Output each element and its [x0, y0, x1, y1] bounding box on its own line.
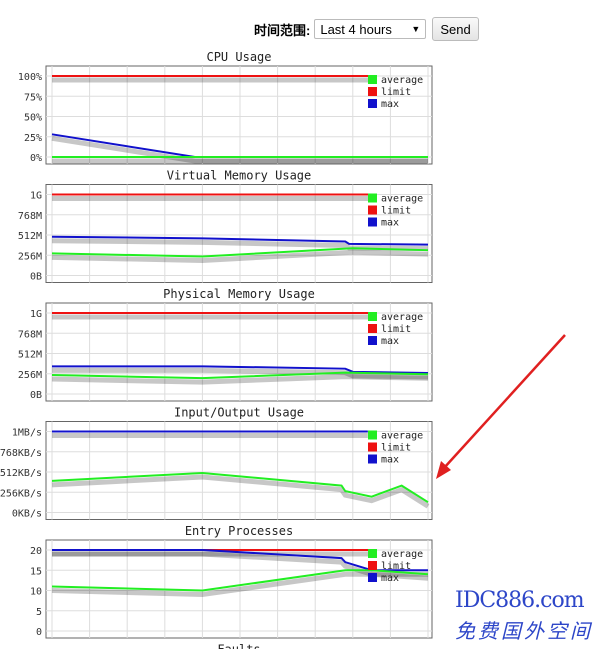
- legend-swatch-average: [368, 430, 377, 440]
- y-tick-label: 75%: [24, 92, 42, 103]
- legend-label-max: max: [381, 218, 399, 229]
- time-range-label: 时间范围:: [254, 22, 311, 38]
- average-shadow: [51, 249, 429, 264]
- red-arrow-head: [436, 461, 451, 479]
- watermark-line2: 免费国外空间: [455, 619, 593, 643]
- legend-swatch-average: [368, 549, 377, 558]
- dropdown-arrow-icon: ▼: [411, 24, 421, 34]
- max-shadow: [52, 551, 428, 577]
- legend-swatch-average: [368, 193, 377, 203]
- time-range-select[interactable]: Last 4 hours ▼: [314, 19, 427, 39]
- legend-swatch-limit: [368, 442, 377, 452]
- y-tick-label: 100%: [18, 72, 42, 83]
- y-tick-label: 10: [30, 587, 42, 598]
- y-tick-label: 768M: [18, 211, 42, 222]
- legend-swatch-max: [368, 336, 377, 345]
- y-tick-label: 256KB/s: [0, 488, 42, 499]
- legend-label-max: max: [381, 99, 399, 110]
- average-line: [51, 471, 429, 504]
- y-tick-label: 768KB/s: [0, 448, 42, 459]
- time-range-value: Last 4 hours: [320, 21, 392, 37]
- y-tick-label: 15: [30, 566, 42, 577]
- legend-label-limit: limit: [381, 87, 411, 98]
- chart-title: Input/Output Usage: [174, 406, 304, 420]
- chart-title: CPU Usage: [206, 50, 271, 64]
- y-tick-label: 256M: [18, 370, 42, 381]
- legend-label-average: average: [381, 194, 423, 205]
- legend-label-average: average: [381, 312, 423, 323]
- average-shadow: [51, 474, 430, 509]
- legend-label-average: average: [381, 431, 423, 442]
- legend-label-average: average: [381, 75, 423, 86]
- send-button[interactable]: Send: [432, 17, 479, 41]
- y-tick-label: 0%: [30, 153, 42, 164]
- max-line: [51, 235, 429, 246]
- chart-title: Faults: [217, 643, 260, 649]
- red-arrow: [443, 334, 566, 469]
- chart-title: Physical Memory Usage: [163, 287, 315, 301]
- y-tick-label: 0KB/s: [12, 509, 42, 520]
- legend-label-average: average: [381, 549, 423, 560]
- chart-title: Entry Processes: [185, 524, 293, 538]
- chart-1: Virtual Memory Usage 0B 256M 512M 768M 1G aver…: [18, 169, 433, 283]
- y-tick-label: 1G: [30, 309, 42, 320]
- chart-3: Input/Output Usage 0KB/s 256KB/s 512KB/s 768…: [0, 406, 433, 520]
- watermark-line1: IDC886.com: [455, 588, 585, 613]
- y-tick-label: 1MB/s: [12, 428, 42, 439]
- legend-label-max: max: [381, 573, 399, 584]
- y-tick-label: 512M: [18, 231, 42, 242]
- plot-area: [45, 539, 433, 639]
- plot-area: [45, 421, 433, 520]
- average-shadow: [51, 571, 429, 598]
- legend-swatch-limit: [368, 205, 377, 215]
- chart-5: Faults: [217, 643, 260, 649]
- y-tick-label: 512KB/s: [0, 468, 42, 479]
- legend-swatch-max: [368, 573, 377, 582]
- y-tick-label: 768M: [18, 329, 42, 340]
- legend-swatch-max: [368, 99, 377, 108]
- chart-2: Physical Memory Usage 0B 256M 512M 768M 1G ave…: [18, 287, 433, 402]
- legend-swatch-average: [368, 312, 377, 321]
- max-shadow: [51, 135, 428, 164]
- average-line: [51, 371, 429, 380]
- plot-area: [45, 302, 433, 402]
- y-tick-label: 50%: [24, 113, 42, 124]
- legend-label-limit: limit: [381, 561, 411, 572]
- legend-label-limit: limit: [381, 206, 411, 217]
- max-line: [52, 365, 429, 375]
- y-tick-label: 20: [30, 546, 42, 557]
- time-range-bar: 时间范围: Last 4 hours ▼ Send: [254, 17, 479, 41]
- legend-swatch-limit: [368, 87, 377, 96]
- y-tick-label: 0: [36, 627, 42, 638]
- average-line: [51, 569, 429, 592]
- legend-swatch-limit: [368, 561, 377, 570]
- y-tick-label: 512M: [18, 350, 42, 361]
- y-tick-label: 5: [36, 607, 42, 618]
- average-line: [51, 247, 429, 258]
- y-tick-label: 1G: [30, 191, 42, 202]
- plot-area: [45, 184, 433, 283]
- legend-swatch-limit: [368, 324, 377, 333]
- y-tick-label: 256M: [18, 251, 42, 262]
- y-tick-label: 25%: [24, 133, 42, 144]
- legend-swatch-max: [368, 217, 377, 227]
- average-shadow: [51, 374, 429, 385]
- legend-label-limit: limit: [381, 443, 411, 454]
- legend-label-max: max: [381, 336, 399, 347]
- legend-swatch-average: [368, 75, 377, 84]
- plot-area: [45, 65, 433, 165]
- legend-label-max: max: [381, 455, 399, 466]
- y-tick-label: 0B: [30, 390, 42, 401]
- legend-swatch-max: [368, 454, 377, 464]
- y-tick-label: 0B: [30, 272, 42, 283]
- chart-title: Virtual Memory Usage: [167, 169, 312, 183]
- legend-label-limit: limit: [381, 324, 411, 335]
- watermark: IDC886.com 免费国外空间: [455, 588, 593, 644]
